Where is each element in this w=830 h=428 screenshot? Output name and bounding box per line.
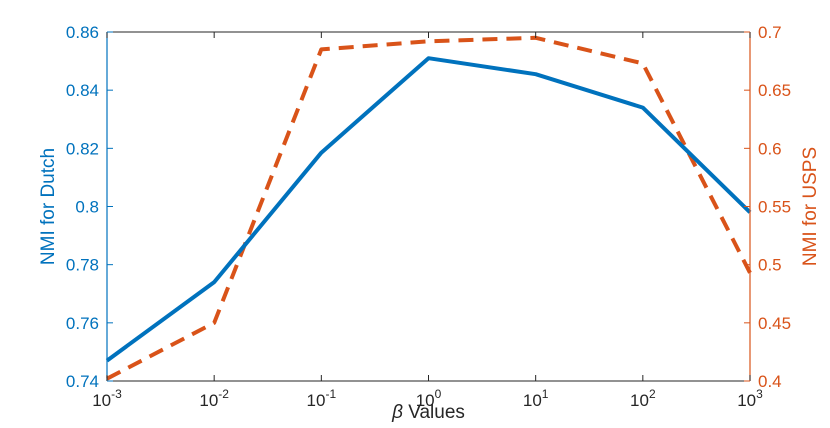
left-y-tick-label: 0.78 (66, 256, 99, 275)
x-tick-label: 10-3 (92, 387, 122, 410)
x-axis-label: β Values (391, 402, 465, 423)
series-line-nmi-for-usps (106, 35, 752, 381)
left-y-tick-label: 0.74 (66, 372, 99, 391)
series-layer (105, 35, 752, 381)
left-y-tick-label: 0.82 (66, 139, 99, 158)
left-y-tick-label: 0.8 (75, 198, 99, 217)
x-tick-label: 101 (523, 387, 549, 410)
left-y-tick-label: 0.86 (66, 23, 99, 42)
x-tick-label: 102 (630, 387, 656, 410)
right-y-tick-label: 0.5 (758, 256, 782, 275)
x-tick-label: 100 (416, 387, 442, 410)
x-tick-label: 10-2 (199, 387, 229, 410)
left-axis-label: NMI for Dutch (38, 148, 59, 265)
left-y-tick-label: 0.76 (66, 314, 99, 333)
axes-layer (106, 31, 751, 382)
labels-layer: 10-3 10-2 10-1 100 101 102 103 0.74 0.76 0.78 0.8 0… (38, 23, 821, 423)
right-y-tick-label: 0.4 (758, 372, 782, 391)
right-y-tick-label: 0.6 (758, 139, 782, 158)
left-y-tick-label: 0.84 (66, 81, 99, 100)
right-y-tick-label: 0.45 (758, 314, 791, 333)
right-y-tick-label: 0.65 (758, 81, 791, 100)
right-axis-label: NMI for USPS (800, 147, 821, 266)
right-y-tick-label: 0.7 (758, 23, 782, 42)
x-tick-label: 10-1 (307, 387, 337, 410)
right-y-tick-label: 0.55 (758, 198, 791, 217)
x-tick-label: 103 (737, 387, 763, 410)
series-line-nmi-for-dutch (105, 56, 752, 363)
